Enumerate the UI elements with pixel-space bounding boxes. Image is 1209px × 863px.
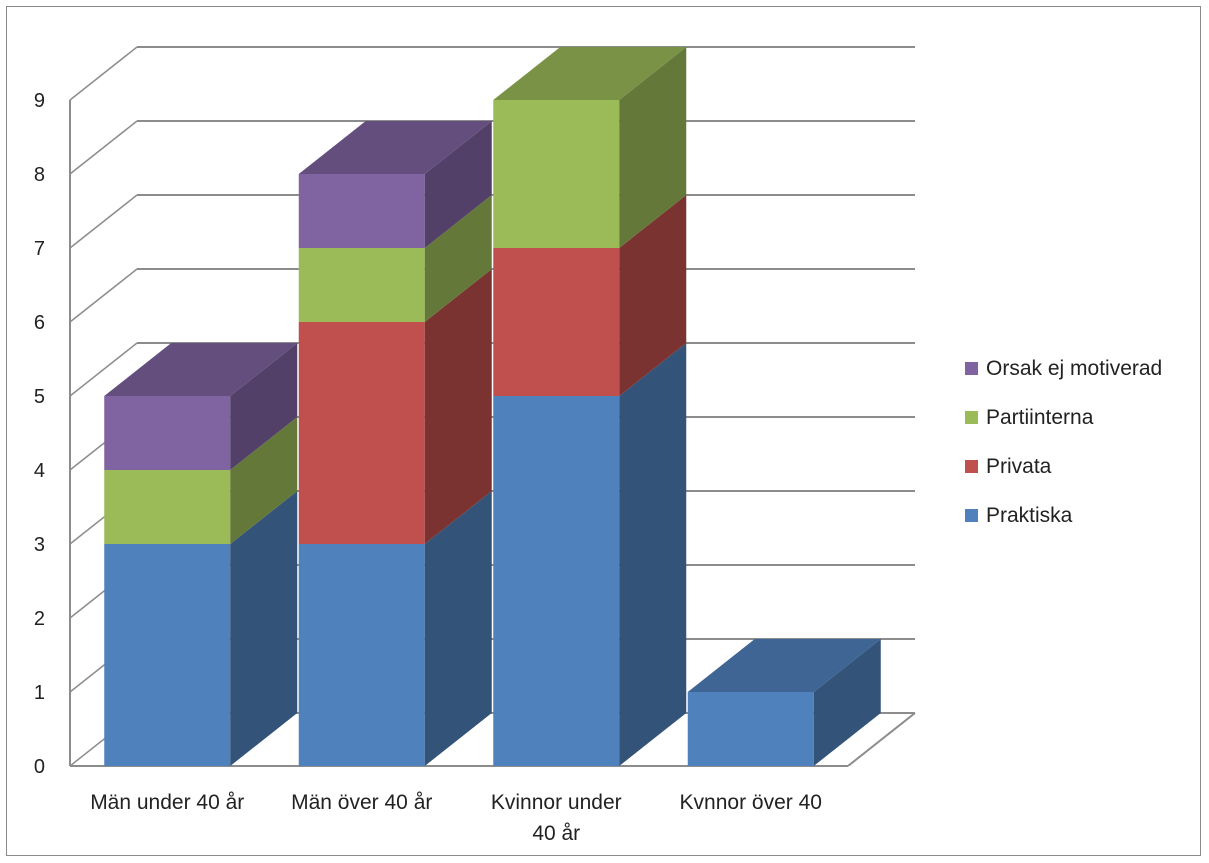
- x-category-label: Kvinnor under: [491, 791, 622, 814]
- y-tick-label: 7: [34, 238, 45, 260]
- bar-segment-front: [104, 544, 231, 766]
- floor-edge: [847, 712, 916, 767]
- y-tick-label: 0: [34, 756, 45, 778]
- legend-swatch: [965, 411, 978, 424]
- legend-label: Orsak ej motiverad: [986, 357, 1162, 380]
- legend-swatch: [965, 362, 978, 375]
- x-category-label: Män under 40 år: [90, 791, 244, 814]
- y-tick-label: 9: [34, 90, 45, 112]
- bar-segment-side: [619, 343, 687, 766]
- gridline-side: [69, 194, 138, 249]
- x-axis-category-labels: Män under 40 år Män över 40 år Kvinnor und…: [90, 791, 822, 845]
- bar-segment-side: [424, 269, 492, 544]
- gridline-side: [69, 120, 138, 175]
- bar-segment-front: [104, 470, 231, 544]
- bar-segment-front: [687, 692, 814, 766]
- bar-segment-front: [298, 322, 425, 544]
- y-tick-label: 1: [34, 682, 45, 704]
- bar-segment-side: [424, 491, 492, 766]
- bar-segment-front: [493, 100, 620, 248]
- bar-segment-side: [424, 121, 492, 248]
- bar-segment-side: [813, 639, 881, 766]
- y-tick-label: 3: [34, 534, 45, 556]
- bar-segment-top: [298, 121, 492, 174]
- x-category-label: Män över 40 år: [291, 791, 432, 814]
- bar-segment-front: [104, 396, 231, 470]
- gridline-side: [69, 268, 138, 323]
- bar-segment-side: [230, 417, 298, 544]
- legend-label: Partiinterna: [986, 406, 1094, 429]
- bar-segment-front: [298, 174, 425, 248]
- y-tick-label: 4: [34, 460, 45, 482]
- y-tick-label: 5: [34, 386, 45, 408]
- bar-segment-side: [230, 491, 298, 766]
- gridline-side: [69, 46, 138, 101]
- bar-segment-top: [493, 47, 687, 100]
- bars: [104, 47, 881, 766]
- legend-label: Privata: [986, 455, 1052, 478]
- bar-segment-top: [687, 639, 881, 692]
- bar-segment-side: [424, 195, 492, 322]
- bar-segment-front: [298, 248, 425, 322]
- bar-segment-front: [493, 248, 620, 396]
- x-category-label: 40 år: [532, 822, 580, 845]
- legend: Orsak ej motiverad Partiinterna Privata Pra…: [965, 357, 1162, 527]
- bar-segment-front: [298, 544, 425, 766]
- bar-segment-side: [619, 195, 687, 396]
- y-tick-label: 6: [34, 312, 45, 334]
- y-tick-label: 2: [34, 608, 45, 630]
- bar-segment-front: [493, 396, 620, 766]
- x-category-label: Kvnnor över 40: [680, 791, 822, 814]
- bar-segment-side: [230, 343, 298, 470]
- bar-segment-top: [104, 343, 298, 396]
- gridline-side: [69, 342, 138, 397]
- y-axis-ticks: 0 1 2 3 4 5 6 7 8 9: [34, 90, 45, 778]
- bar-segment-side: [619, 47, 687, 248]
- y-tick-label: 8: [34, 164, 45, 186]
- legend-label: Praktiska: [986, 504, 1073, 527]
- legend-swatch: [965, 460, 978, 473]
- legend-swatch: [965, 509, 978, 522]
